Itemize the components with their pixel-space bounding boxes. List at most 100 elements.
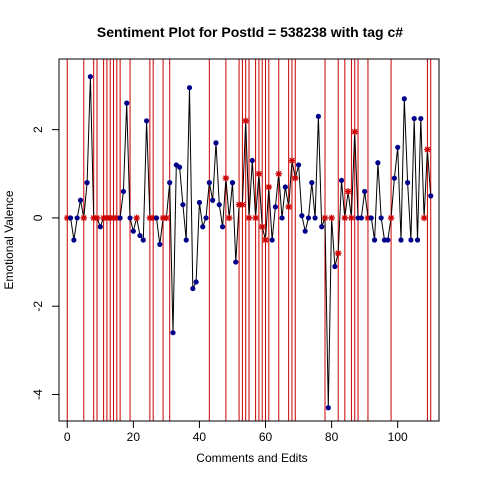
edit-marker	[291, 174, 299, 182]
edit-marker	[387, 214, 395, 222]
edit-marker	[242, 117, 249, 125]
comment-point	[124, 100, 130, 106]
edit-marker	[245, 214, 253, 222]
edit-marker	[341, 214, 349, 222]
comment-point	[203, 215, 209, 221]
comment-point	[196, 199, 203, 206]
edit-marker	[163, 214, 170, 222]
comment-point	[87, 74, 93, 80]
comment-point	[418, 115, 424, 122]
comment-point	[213, 140, 219, 146]
comment-point	[137, 232, 143, 239]
comment-point	[362, 188, 368, 195]
edit-marker	[255, 170, 263, 178]
edit-marker	[420, 214, 428, 222]
edit-marker	[321, 214, 329, 222]
y-tick-label: -4	[31, 389, 45, 400]
comment-point	[67, 215, 74, 221]
comment-point	[338, 177, 345, 184]
edit-marker	[348, 214, 355, 222]
comment-point	[233, 259, 239, 265]
comment-point	[167, 180, 173, 186]
comment-point	[130, 228, 136, 234]
comment-point	[117, 215, 123, 221]
edit-marker	[288, 157, 296, 164]
comment-point	[177, 164, 183, 170]
edit-marker	[285, 203, 292, 211]
comment-point	[71, 237, 77, 243]
comment-point	[282, 184, 288, 190]
comment-point	[84, 180, 90, 186]
comment-point	[375, 160, 381, 166]
edit-marker	[222, 174, 230, 182]
comment-point	[312, 215, 318, 221]
comment-point	[315, 113, 321, 119]
comment-point	[190, 285, 196, 292]
comment-point	[186, 85, 193, 91]
comment-point	[428, 193, 434, 199]
comment-point	[157, 241, 163, 248]
y-tick-label: 0	[31, 214, 45, 221]
comment-point	[401, 96, 407, 102]
comment-point	[143, 118, 150, 124]
edit-marker	[93, 214, 101, 222]
comment-point	[216, 202, 222, 208]
comment-point	[398, 237, 404, 243]
comment-point	[414, 237, 421, 243]
chart-title: Sentiment Plot for PostId = 538238 with …	[97, 24, 403, 40]
edit-marker	[328, 214, 335, 222]
edit-marker	[258, 223, 266, 231]
comment-point	[170, 330, 176, 336]
x-axis-label: Comments and Edits	[196, 451, 307, 465]
comment-point	[180, 202, 186, 208]
edit-marker	[133, 214, 140, 222]
comment-point	[193, 279, 199, 285]
comment-point	[411, 115, 417, 122]
edit-marker	[80, 214, 88, 222]
y-axis: -4 -2 0 2	[31, 126, 59, 400]
comment-point	[385, 237, 391, 243]
comment-point	[319, 224, 325, 230]
edit-marker	[334, 249, 342, 257]
edit-marker	[275, 170, 283, 178]
comment-point	[120, 188, 127, 195]
comment-point	[302, 228, 308, 234]
comment-point	[183, 237, 189, 243]
edit-marker	[344, 188, 352, 195]
comment-point	[127, 215, 133, 221]
comment-point	[295, 162, 302, 168]
comment-point	[408, 237, 414, 243]
comment-point	[200, 224, 206, 230]
comment-point	[249, 157, 255, 164]
comment-point	[74, 215, 80, 221]
comment-point	[305, 215, 312, 221]
comment-point	[229, 180, 236, 186]
plot-box	[58, 58, 440, 422]
data-points-group	[63, 74, 434, 411]
edit-marker	[252, 214, 259, 222]
comment-point	[368, 215, 374, 221]
comment-point	[358, 215, 364, 221]
x-tick-label: 20	[127, 430, 141, 444]
comment-point	[371, 237, 378, 243]
comment-point	[97, 224, 103, 230]
comment-point	[395, 144, 401, 150]
comment-point	[405, 180, 411, 186]
comment-point	[332, 263, 338, 270]
comment-point	[378, 215, 384, 221]
x-tick-label: 80	[325, 430, 339, 444]
x-tick-label: 0	[64, 430, 71, 444]
comment-point	[325, 405, 331, 411]
edit-marker	[239, 201, 246, 208]
comment-point	[210, 197, 216, 203]
comment-point	[206, 180, 212, 186]
edit-marker	[424, 146, 431, 153]
x-tick-label: 60	[259, 430, 273, 444]
comment-point	[279, 215, 285, 221]
edit-marker	[265, 183, 273, 191]
comment-point	[309, 180, 315, 186]
comment-point	[299, 213, 305, 219]
y-tick-label: 2	[31, 126, 45, 133]
comment-point	[272, 204, 279, 210]
